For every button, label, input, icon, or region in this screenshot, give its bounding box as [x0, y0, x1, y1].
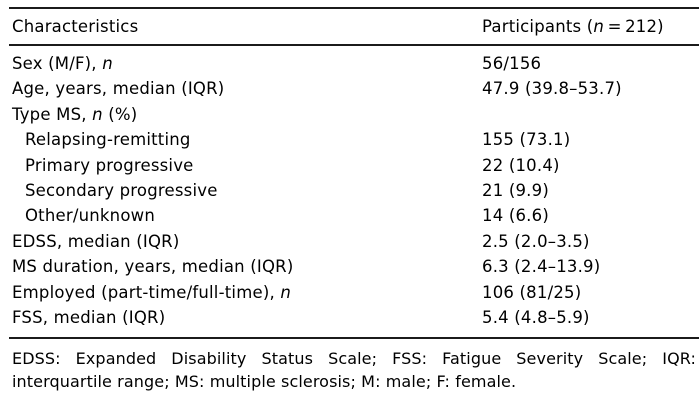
- characteristics-table: Characteristics Participants (n = 212) S…: [9, 7, 699, 393]
- header-participants-pre: Participants (: [482, 17, 594, 36]
- row-label: Primary progressive: [9, 153, 482, 178]
- row-label-italic: n: [280, 282, 292, 302]
- table-header-row: Characteristics Participants (n = 212): [9, 9, 699, 44]
- table-row-secondary-progressive: Secondary progressive 21 (9.9): [9, 178, 699, 203]
- row-label-text: Employed (part-time/full-time),: [12, 282, 281, 302]
- row-value: 14 (6.6): [482, 206, 549, 226]
- header-participants-post: = 212): [604, 17, 664, 36]
- table-top-rule: [9, 7, 699, 9]
- row-label-suffix: (%): [102, 104, 138, 124]
- row-label-text: MS duration, years, median (IQR): [12, 257, 294, 277]
- row-label: Sex (M/F), n: [9, 51, 482, 76]
- row-label-italic: n: [92, 104, 103, 124]
- header-characteristics-label: Characteristics: [12, 17, 139, 36]
- row-label-text: Relapsing-remitting: [25, 130, 191, 150]
- table-row-ms-duration: MS duration, years, median (IQR) 6.3 (2.…: [9, 254, 699, 279]
- row-label-text: EDSS, median (IQR): [12, 231, 180, 251]
- row-value: 155 (73.1): [482, 130, 571, 150]
- table-row-fss: FSS, median (IQR) 5.4 (4.8–5.9): [9, 305, 699, 330]
- row-label-text: Age, years, median (IQR): [12, 79, 225, 99]
- table-footnote: EDSS: Expanded Disability Status Scale; …: [9, 347, 696, 393]
- row-value: 5.4 (4.8–5.9): [482, 307, 590, 327]
- column-header-characteristics: Characteristics: [9, 17, 482, 36]
- row-label-text: Secondary progressive: [25, 180, 218, 200]
- header-participants-n-italic: n: [593, 17, 605, 36]
- footnote-line-2: interquartile range; MS: multiple sclero…: [12, 372, 517, 392]
- table-row-type-ms: Type MS, n (%): [9, 102, 699, 127]
- row-label: Other/unknown: [9, 203, 482, 228]
- row-label: EDSS, median (IQR): [9, 229, 482, 254]
- row-label-text: Other/unknown: [25, 206, 155, 226]
- row-value: 56/156: [482, 54, 542, 73]
- row-label: Employed (part-time/full-time), n: [9, 280, 482, 305]
- row-value: 2.5 (2.0–3.5): [482, 231, 590, 251]
- table-row-other-unknown: Other/unknown 14 (6.6): [9, 203, 699, 228]
- table-row-primary-progressive: Primary progressive 22 (10.4): [9, 153, 699, 178]
- table-row-employed: Employed (part-time/full-time), n 106 (8…: [9, 280, 699, 305]
- row-label: FSS, median (IQR): [9, 305, 482, 330]
- row-value: 106 (81/25): [482, 282, 582, 302]
- row-value: 22 (10.4): [482, 155, 560, 175]
- row-label: MS duration, years, median (IQR): [9, 254, 482, 279]
- row-value: 47.9 (39.8–53.7): [482, 79, 622, 99]
- footnote-line-1: EDSS: Expanded Disability Status Scale; …: [12, 349, 696, 369]
- table-row-relapsing-remitting: Relapsing-remitting 155 (73.1): [9, 127, 699, 152]
- row-label: Age, years, median (IQR): [9, 76, 482, 101]
- table-bottom-rule: [9, 337, 699, 340]
- row-label: Type MS, n (%): [9, 102, 482, 127]
- row-label: Secondary progressive: [9, 178, 482, 203]
- row-value: 6.3 (2.4–13.9): [482, 257, 601, 277]
- row-label-italic: n: [102, 54, 113, 73]
- row-label-text: Primary progressive: [25, 155, 194, 175]
- table-row-sex: Sex (M/F), n 56/156: [9, 51, 699, 76]
- row-label-text: FSS, median (IQR): [12, 307, 166, 327]
- table-header-rule: [9, 44, 699, 46]
- table-row-age: Age, years, median (IQR) 47.9 (39.8–53.7…: [9, 76, 699, 101]
- row-label-text: Sex (M/F),: [12, 54, 103, 73]
- row-value: 21 (9.9): [482, 180, 549, 200]
- row-label: Relapsing-remitting: [9, 127, 482, 152]
- column-header-participants: Participants (n = 212): [482, 17, 699, 36]
- table-row-edss: EDSS, median (IQR) 2.5 (2.0–3.5): [9, 229, 699, 254]
- row-label-text: Type MS,: [12, 104, 93, 124]
- table-body: Sex (M/F), n 56/156 Age, years, median (…: [9, 46, 699, 337]
